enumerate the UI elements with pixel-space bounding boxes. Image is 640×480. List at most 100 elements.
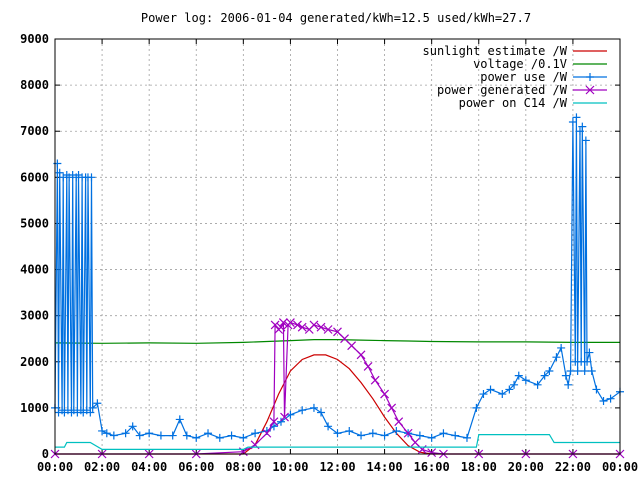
data-point xyxy=(356,350,366,360)
data-point xyxy=(368,429,377,438)
data-point xyxy=(568,118,577,126)
data-point xyxy=(505,385,514,394)
y-axis-ticks: 0 1000 2000 3000 4000 5000 6000 7000 8000 9000 xyxy=(20,32,620,461)
data-point xyxy=(583,357,592,366)
legend-marker xyxy=(585,85,595,95)
data-point xyxy=(581,136,590,145)
legend-label: sunlight estimate /W xyxy=(423,44,568,58)
data-point xyxy=(316,322,326,332)
data-point xyxy=(462,433,471,442)
x-axis-ticks: 00:00 02:00 04:00 06:00 08:00 10:00 12:00 14:00… xyxy=(37,39,638,474)
data-point xyxy=(87,173,96,182)
data-point xyxy=(145,429,154,438)
x-tick-label: 14:00 xyxy=(367,460,403,474)
data-point xyxy=(533,380,542,389)
y-tick-label: 2000 xyxy=(20,355,49,369)
series-line xyxy=(54,339,620,344)
x-tick-label: 00:00 xyxy=(37,460,73,474)
data-point xyxy=(479,390,488,399)
data-point xyxy=(347,341,357,351)
data-point xyxy=(276,322,286,332)
data-point xyxy=(572,113,581,122)
data-point xyxy=(293,320,302,330)
data-point xyxy=(606,394,615,403)
data-point xyxy=(557,343,566,352)
data-point xyxy=(566,367,575,375)
data-point xyxy=(363,361,373,371)
x-tick-label: 00:00 xyxy=(602,460,638,474)
x-tick-label: 06:00 xyxy=(178,460,214,474)
data-point xyxy=(564,380,573,389)
data-point xyxy=(345,426,354,435)
x-tick-label: 12:00 xyxy=(319,460,355,474)
x-tick-label: 02:00 xyxy=(84,460,120,474)
data-point xyxy=(204,429,213,438)
data-point xyxy=(86,408,95,417)
x-tick-label: 04:00 xyxy=(131,460,167,474)
data-point xyxy=(486,385,495,394)
data-point xyxy=(380,431,389,440)
data-point xyxy=(251,429,260,438)
data-point xyxy=(286,410,295,419)
x-tick-label: 08:00 xyxy=(225,460,261,474)
data-point xyxy=(324,422,333,431)
series-1 xyxy=(54,339,620,344)
data-point xyxy=(540,371,549,380)
y-tick-label: 1000 xyxy=(20,401,49,415)
data-point xyxy=(227,431,236,440)
data-point xyxy=(415,431,424,440)
data-point xyxy=(309,320,319,330)
data-point xyxy=(192,433,201,442)
series-layer xyxy=(50,113,625,459)
data-point xyxy=(128,422,137,431)
data-point xyxy=(340,334,349,344)
data-point xyxy=(514,371,523,380)
data-point xyxy=(578,122,587,131)
data-point xyxy=(168,431,177,440)
data-point xyxy=(102,429,111,438)
legend-label: power generated /W xyxy=(437,83,568,97)
data-point xyxy=(380,389,390,399)
data-point xyxy=(403,428,413,438)
y-tick-label: 9000 xyxy=(20,32,49,46)
data-point xyxy=(135,431,144,440)
data-point xyxy=(552,353,561,362)
data-point xyxy=(561,371,570,380)
plot-frame xyxy=(54,38,621,455)
data-point xyxy=(357,431,366,440)
y-tick-label: 7000 xyxy=(20,124,49,138)
x-tick-label: 10:00 xyxy=(272,460,308,474)
data-point xyxy=(215,433,224,442)
data-point xyxy=(573,367,582,375)
data-point xyxy=(392,426,401,435)
series-line xyxy=(55,434,620,450)
data-point xyxy=(55,168,64,177)
data-point xyxy=(472,403,481,412)
data-point xyxy=(285,318,295,328)
data-point xyxy=(262,428,272,438)
data-point xyxy=(239,433,248,442)
data-point xyxy=(370,375,380,385)
legend-label: power use /W xyxy=(480,70,567,84)
data-point xyxy=(182,431,191,440)
data-point xyxy=(175,415,184,424)
data-point xyxy=(333,327,342,337)
data-point xyxy=(93,399,102,408)
y-tick-label: 4000 xyxy=(20,263,49,277)
data-point xyxy=(427,433,436,442)
data-point xyxy=(280,412,289,422)
legend-marker xyxy=(586,73,594,81)
data-point xyxy=(451,431,460,440)
data-point xyxy=(298,406,307,415)
series-4 xyxy=(55,434,620,450)
data-point xyxy=(521,376,530,385)
data-point xyxy=(510,380,519,389)
data-point xyxy=(394,417,404,427)
x-tick-label: 16:00 xyxy=(414,460,450,474)
data-point xyxy=(592,385,601,394)
series-line xyxy=(55,354,620,455)
data-point xyxy=(269,417,279,427)
data-point xyxy=(575,127,584,136)
grid xyxy=(55,39,620,454)
